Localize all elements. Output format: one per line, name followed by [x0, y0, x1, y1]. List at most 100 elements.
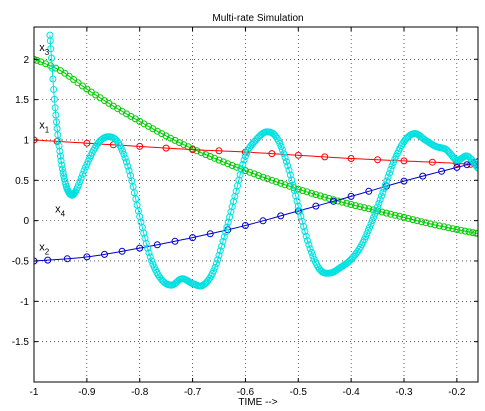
data-point-x3	[37, 58, 45, 66]
data-point-x3	[316, 192, 324, 200]
data-point-x4	[125, 167, 133, 175]
data-point-x2	[206, 230, 214, 238]
data-point-x3	[250, 170, 258, 178]
data-point-x4	[241, 152, 249, 160]
data-point-x4	[119, 147, 126, 155]
data-point-x4	[294, 202, 302, 210]
data-point-x4	[222, 228, 230, 236]
data-point-x2	[474, 158, 478, 166]
data-point-x3	[440, 223, 448, 231]
data-point-x1	[215, 147, 223, 155]
data-point-x3	[474, 230, 478, 237]
data-point-x3	[404, 215, 412, 222]
data-point-x4	[387, 165, 395, 173]
data-point-x2	[400, 177, 408, 185]
data-point-x1	[268, 150, 276, 158]
data-point-x4	[58, 161, 66, 169]
data-point-x4	[293, 197, 301, 205]
series-x3	[34, 55, 478, 237]
x-tick-label: -0.6	[237, 387, 255, 398]
data-point-x4	[375, 199, 383, 207]
x-tick-label: -0.5	[290, 387, 308, 398]
data-point-x3	[299, 187, 307, 195]
data-point-x3	[171, 136, 179, 144]
x-tick-label: -0.4	[343, 387, 361, 398]
data-point-x4	[238, 165, 245, 173]
data-point-x4	[228, 203, 236, 211]
data-point-x3	[193, 147, 201, 155]
data-point-x1	[428, 158, 436, 166]
data-point-x1	[83, 139, 91, 147]
data-point-x4	[386, 169, 393, 177]
data-point-x4	[120, 150, 128, 158]
x-tick-label: -0.9	[78, 387, 96, 398]
data-point-x4	[48, 64, 56, 72]
data-point-x3	[469, 229, 477, 237]
data-point-x3	[180, 141, 188, 149]
data-point-x4	[304, 237, 311, 245]
data-point-x3	[465, 228, 473, 236]
data-point-x3	[281, 181, 289, 189]
data-point-x4	[76, 178, 84, 186]
data-point-x3	[457, 226, 465, 234]
data-point-x4	[306, 245, 314, 253]
data-point-x3	[303, 188, 311, 196]
data-point-x4	[212, 260, 220, 268]
data-point-x4	[296, 207, 304, 215]
data-point-x3	[241, 167, 249, 175]
data-point-x4	[371, 210, 379, 218]
data-point-x2	[136, 244, 144, 252]
data-point-x4	[285, 166, 293, 174]
data-point-x4	[144, 244, 152, 252]
data-point-x4	[278, 146, 286, 154]
data-point-x2	[365, 187, 373, 195]
data-point-x4	[362, 233, 370, 241]
data-point-x4	[363, 230, 371, 238]
data-point-x1	[189, 146, 197, 154]
data-point-x4	[297, 212, 305, 220]
series-x1	[34, 136, 478, 169]
data-point-x3	[202, 151, 210, 159]
data-point-x1	[294, 151, 302, 159]
data-point-x4	[300, 223, 308, 230]
x-tick-label: -0.2	[448, 387, 466, 398]
x-tick-label: -0.3	[395, 387, 413, 398]
data-point-x2	[44, 256, 52, 264]
data-point-x3	[396, 212, 404, 220]
data-point-x3	[413, 217, 421, 225]
data-point-x2	[259, 217, 267, 225]
data-point-x4	[48, 54, 55, 62]
data-point-x4	[142, 239, 150, 247]
data-point-x3	[308, 189, 315, 197]
data-point-x4	[214, 256, 222, 264]
data-point-x4	[57, 157, 65, 165]
data-point-x4	[239, 161, 247, 168]
data-point-x2	[63, 255, 71, 263]
data-point-x2	[118, 247, 126, 255]
data-point-x4	[46, 37, 54, 45]
data-point-x2	[419, 172, 427, 180]
data-point-x4	[56, 152, 64, 160]
data-point-x3	[347, 201, 355, 208]
data-point-x3	[418, 218, 426, 226]
data-point-x4	[141, 234, 149, 242]
x-tick-label: -1	[30, 387, 39, 398]
data-point-x3	[219, 158, 227, 166]
data-point-x4	[148, 257, 156, 265]
data-point-x3	[74, 79, 82, 87]
data-point-x3	[449, 225, 457, 233]
data-point-x3	[277, 179, 285, 187]
annotation-x2: x2	[39, 241, 50, 256]
data-point-x2	[83, 253, 91, 261]
data-point-x2	[312, 202, 320, 210]
series-line-x1	[34, 139, 478, 166]
data-point-x2	[241, 222, 249, 229]
data-point-x3	[422, 219, 430, 227]
series-line-x2	[34, 161, 478, 262]
data-point-x4	[145, 249, 153, 257]
annotation-subscript: 1	[45, 126, 50, 135]
data-point-x4	[277, 143, 285, 150]
data-point-x3	[435, 222, 443, 230]
